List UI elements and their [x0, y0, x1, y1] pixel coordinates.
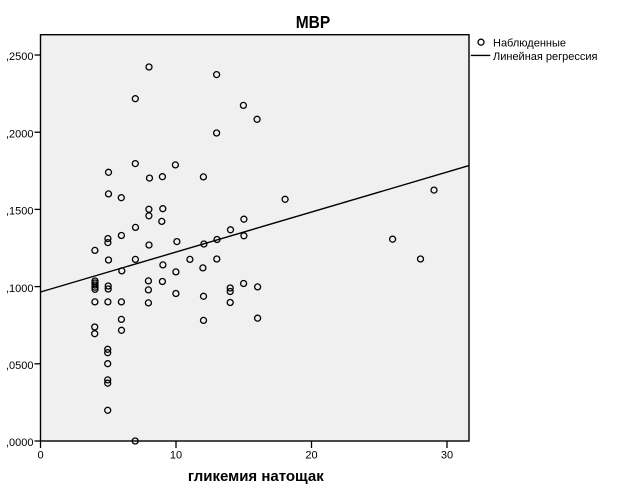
- svg-text:,2500: ,2500: [6, 51, 34, 63]
- svg-text:,0000: ,0000: [6, 437, 34, 449]
- svg-text:10: 10: [170, 450, 182, 462]
- svg-text:20: 20: [305, 450, 317, 462]
- svg-text:гликемия натощак: гликемия натощак: [188, 468, 324, 485]
- svg-text:,1000: ,1000: [6, 283, 34, 295]
- svg-text:Линейная регрессия: Линейная регрессия: [493, 51, 598, 63]
- svg-text:30: 30: [441, 450, 453, 462]
- svg-text:,1500: ,1500: [6, 206, 34, 218]
- svg-text:0: 0: [37, 450, 43, 462]
- svg-text:,2000: ,2000: [6, 128, 34, 140]
- svg-text:МВР: МВР: [296, 12, 331, 32]
- svg-text:,0500: ,0500: [6, 360, 34, 372]
- svg-text:Наблюденные: Наблюденные: [493, 37, 566, 49]
